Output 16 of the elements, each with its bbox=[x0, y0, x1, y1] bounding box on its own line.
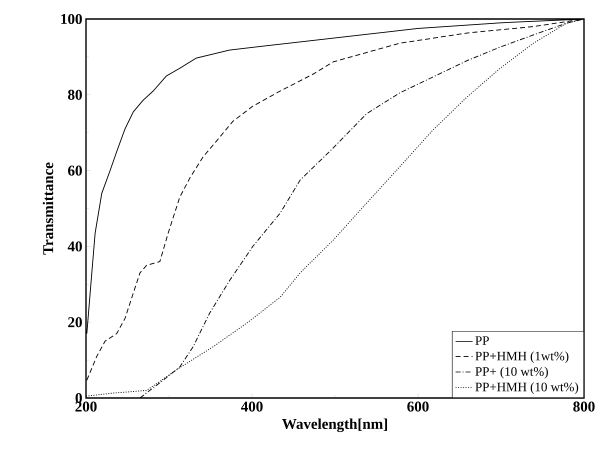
legend-label: PP+ (10 wt%) bbox=[475, 366, 548, 379]
x-tick-label: 600 bbox=[407, 402, 429, 412]
x-tick-label: 200 bbox=[75, 402, 97, 412]
y-tick-label: 100 bbox=[61, 14, 82, 24]
x-tick-label: 400 bbox=[240, 402, 263, 412]
x-tick-label: 800 bbox=[573, 402, 595, 412]
y-tick-label: 60 bbox=[68, 166, 82, 176]
y-axis-title: Transmittance bbox=[42, 162, 54, 255]
legend-label: PP+HMH (10 wt%) bbox=[475, 382, 578, 394]
legend-label: PP bbox=[475, 336, 489, 345]
x-axis-title: Wavelength[nm] bbox=[282, 418, 388, 432]
legend-label: PP+HMH (1wt%) bbox=[475, 351, 568, 364]
y-tick-label: 40 bbox=[68, 241, 82, 252]
y-tick-label: 0 bbox=[76, 392, 82, 404]
y-tick-label: 20 bbox=[68, 317, 82, 328]
y-tick-label: 80 bbox=[68, 90, 82, 100]
